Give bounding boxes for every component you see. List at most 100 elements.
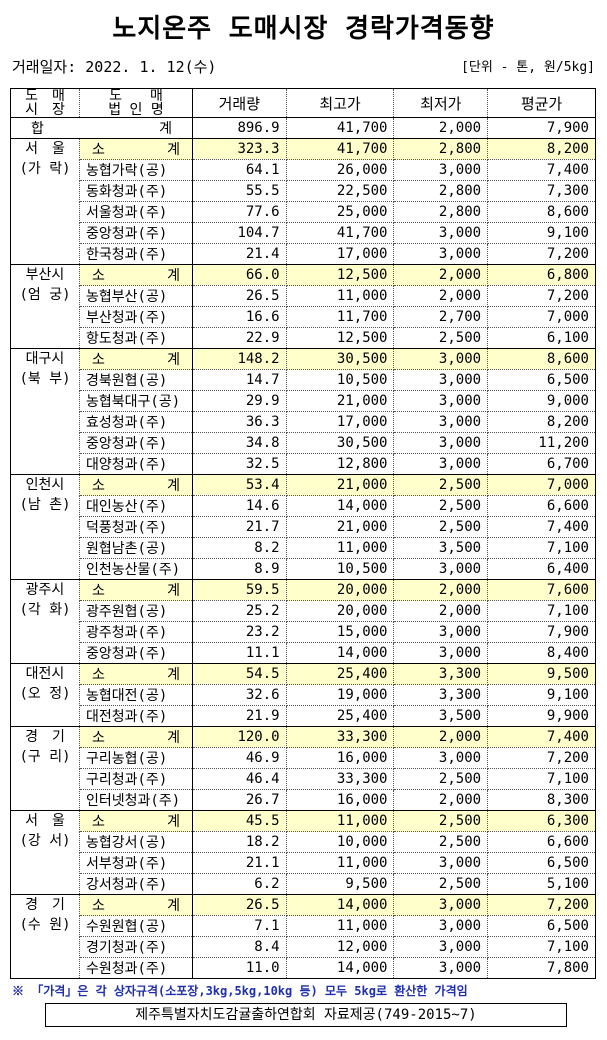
subtotal-row: 서 울 (가 락) 소 계 323.3 41,700 2,800 8,200: [10, 138, 596, 265]
cell-volume: 8.4: [192, 936, 287, 958]
page-title: 노지온주 도매시장 경락가격동향: [112, 14, 495, 44]
cell-avg: 7,100: [487, 768, 596, 790]
market-name: 인천시 (남 촌): [10, 474, 80, 580]
cell-min: 3,500: [393, 705, 489, 727]
subtotal-avg: 9,500: [487, 663, 596, 685]
subtotal-label-left: 소: [92, 142, 105, 158]
table-row: 한국청과(주) 21.4 17,000 3,000 7,200: [11, 243, 596, 265]
company-name: 농협대전(공): [79, 684, 193, 706]
table-row: 중앙청과(주) 104.7 41,700 3,000 9,100: [11, 222, 596, 244]
total-label-right: 계: [159, 121, 172, 137]
cell-min: 2,500: [393, 327, 489, 349]
cell-avg: 9,100: [487, 684, 596, 706]
subtotal-label-left: 소: [92, 352, 105, 368]
subtotal-min: 2,000: [393, 264, 489, 286]
cell-volume: 64.1: [192, 159, 287, 181]
company-name: 중앙청과(주): [79, 642, 193, 664]
cell-min: 3,000: [393, 411, 489, 433]
subtotal-max: 30,500: [285, 348, 395, 370]
cell-min: 2,500: [393, 768, 489, 790]
table-row: 중앙청과(주) 11.1 14,000 3,000 8,400: [11, 642, 596, 664]
company-name: 수원청과(주): [79, 957, 193, 979]
subtotal-volume: 54.5: [192, 663, 287, 685]
subtotal-label-right: 계: [167, 268, 180, 284]
header-max: 최고가: [285, 88, 395, 118]
cell-min: 3,500: [393, 537, 489, 559]
subtotal-label-left: 소: [92, 583, 105, 599]
subtotal-max: 14,000: [285, 894, 395, 916]
cell-min: 3,000: [393, 369, 489, 391]
cell-volume: 25.2: [192, 600, 287, 622]
cell-volume: 32.5: [192, 453, 287, 475]
cell-avg: 6,400: [487, 558, 596, 580]
market-name-line2: (엄 궁): [19, 287, 71, 303]
company-name: 대전청과(주): [79, 705, 193, 727]
company-name: 효성청과(주): [79, 411, 193, 433]
cell-volume: 26.7: [192, 789, 287, 811]
subtotal-volume: 59.5: [192, 579, 287, 601]
cell-volume: 21.4: [192, 243, 287, 265]
table-row: 동화청과(주) 55.5 22,500 2,800 7,300: [11, 180, 596, 202]
cell-min: 3,000: [393, 852, 489, 874]
cell-avg: 7,200: [487, 243, 596, 265]
subtotal-row: 인천시 (남 촌) 소 계 53.4 21,000 2,500 7,000: [10, 474, 596, 580]
subtotal-max: 25,400: [285, 663, 395, 685]
cell-avg: 7,200: [487, 747, 596, 769]
cell-min: 3,000: [393, 936, 489, 958]
subtotal-volume: 148.2: [192, 348, 287, 370]
cell-max: 25,000: [285, 201, 395, 223]
cell-volume: 23.2: [192, 621, 287, 643]
market-name-line1: 경 기: [25, 897, 65, 913]
company-name: 농협북대구(공): [79, 390, 193, 412]
header-company-line1: 도 매: [109, 88, 163, 104]
cell-max: 21,000: [285, 516, 395, 538]
cell-min: 2,000: [393, 600, 489, 622]
subtotal-max: 21,000: [285, 474, 395, 496]
cell-max: 11,000: [285, 915, 395, 937]
cell-volume: 8.9: [192, 558, 287, 580]
cell-volume: 14.6: [192, 495, 287, 517]
subtotal-label-right: 계: [167, 142, 180, 158]
market-name-line1: 서 울: [25, 813, 65, 829]
market-name-line1: 대구시: [25, 351, 65, 367]
cell-avg: 6,100: [487, 327, 596, 349]
subtotal-avg: 8,600: [487, 348, 596, 370]
subtotal-row: 대전시 (오 정) 소 계 54.5 25,400 3,300 9,500: [10, 663, 596, 727]
subtotal-max: 11,000: [285, 810, 395, 832]
company-name: 중앙청과(주): [79, 432, 193, 454]
cell-max: 11,000: [285, 852, 395, 874]
company-name: 광주청과(주): [79, 621, 193, 643]
table-row: 농협부산(공) 26.5 11,000 2,000 7,200: [11, 285, 596, 307]
cell-avg: 8,300: [487, 789, 596, 811]
subtotal-volume: 26.5: [192, 894, 287, 916]
cell-avg: 7,200: [487, 285, 596, 307]
cell-max: 12,500: [285, 327, 395, 349]
market-name-line1: 인천시: [25, 477, 65, 493]
market-name: 부산시 (엄 궁): [10, 264, 80, 349]
cell-max: 19,000: [285, 684, 395, 706]
cell-avg: 7,900: [487, 621, 596, 643]
cell-volume: 21.1: [192, 852, 287, 874]
market-name-line2: (각 화): [19, 602, 71, 618]
cell-avg: 7,100: [487, 600, 596, 622]
subtotal-label-left: 소: [92, 814, 105, 830]
cell-min: 3,000: [393, 432, 489, 454]
company-name: 부산청과(주): [79, 306, 193, 328]
header-volume: 거래량: [192, 88, 287, 118]
subtotal-label-right: 계: [167, 478, 180, 494]
subtotal-avg: 6,300: [487, 810, 596, 832]
cell-volume: 18.2: [192, 831, 287, 853]
subtotal-max: 12,500: [285, 264, 395, 286]
cell-min: 2,500: [393, 831, 489, 853]
cell-volume: 26.5: [192, 285, 287, 307]
cell-max: 14,000: [285, 642, 395, 664]
market-name-line1: 부산시: [25, 267, 65, 283]
subtotal-min: 2,500: [393, 810, 489, 832]
cell-min: 2,000: [393, 285, 489, 307]
cell-max: 16,000: [285, 747, 395, 769]
company-name: 경기청과(주): [79, 936, 193, 958]
